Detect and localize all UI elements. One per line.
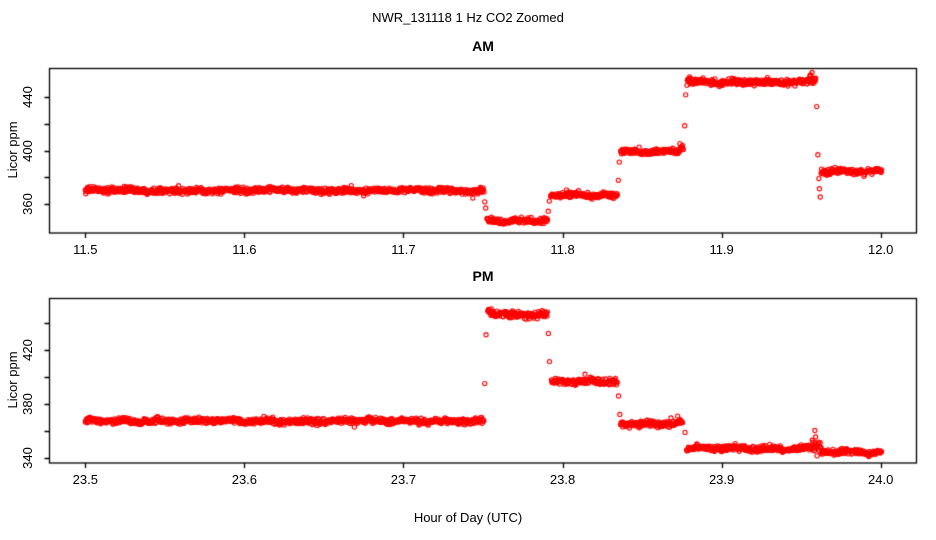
panel-am-title: AM [472,38,494,54]
x-tick-label: 23.5 [72,472,98,487]
x-tick-label: 11.7 [391,242,416,257]
x-tick-label: 11.8 [550,242,575,257]
y-tick-label: 420 [20,339,35,362]
x-tick-label: 23.9 [708,472,735,487]
x-tick-label: 24.0 [868,472,894,487]
pm-y-axis-label: Licor ppm [5,351,20,409]
y-tick-label: 340 [20,447,35,470]
y-tick-label: 360 [20,193,35,216]
x-tick-label: 11.9 [709,242,734,257]
x-tick-label: 12.0 [868,242,894,257]
y-tick-label: 440 [20,86,35,109]
y-tick-label: 400 [20,139,35,162]
x-tick-label: 11.5 [73,242,98,257]
am-y-axis-label: Licor ppm [5,121,20,179]
figure-title: NWR_131118 1 Hz CO2 Zoomed [372,10,564,25]
panel-pm-title: PM [472,268,494,284]
x-tick-label: 11.6 [232,242,257,257]
x-tick-label: 23.8 [549,472,576,487]
x-axis-label: Hour of Day (UTC) [413,510,523,525]
x-tick-label: 23.7 [390,472,417,487]
x-tick-label: 23.6 [231,472,258,487]
y-tick-label: 380 [20,393,35,416]
